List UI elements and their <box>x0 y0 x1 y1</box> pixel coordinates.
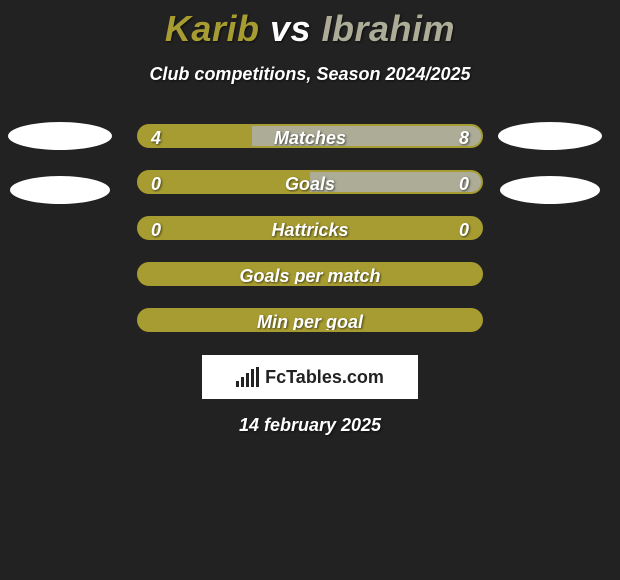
title-vs: vs <box>270 8 311 49</box>
team-badge-left <box>8 122 112 150</box>
stat-row: Hattricks0 0 <box>0 205 620 251</box>
stat-value-right: 0 <box>459 172 469 194</box>
team-badge-left <box>10 176 110 204</box>
stat-label: Goals per match <box>139 264 481 286</box>
team-badge-right <box>500 176 600 204</box>
page-title: Karib vs Ibrahim <box>0 0 620 50</box>
title-player-left: Karib <box>165 8 260 49</box>
stat-value-left: 4 <box>151 126 161 148</box>
stat-label: Min per goal <box>139 310 481 332</box>
stat-label: Goals <box>139 172 481 194</box>
source-logo: FcTables.com <box>202 355 418 399</box>
stat-bar: Goals per match <box>137 262 483 286</box>
comparison-infographic: Karib vs Ibrahim Club competitions, Seas… <box>0 0 620 580</box>
stat-value-right: 0 <box>459 218 469 240</box>
stat-bar: Matches4 8 <box>137 124 483 148</box>
stat-value-right: 8 <box>459 126 469 148</box>
stat-bar: Hattricks0 0 <box>137 216 483 240</box>
stat-label: Matches <box>139 126 481 148</box>
stat-value-left: 0 <box>151 218 161 240</box>
logo-text: FcTables.com <box>265 367 384 388</box>
logo-bars-icon <box>236 367 259 387</box>
team-badge-right <box>498 122 602 150</box>
title-player-right: Ibrahim <box>322 8 456 49</box>
stat-row: Goals per match <box>0 251 620 297</box>
stat-label: Hattricks <box>139 218 481 240</box>
stat-bar: Goals0 0 <box>137 170 483 194</box>
infographic-date: 14 february 2025 <box>0 415 620 436</box>
stat-value-left: 0 <box>151 172 161 194</box>
subtitle: Club competitions, Season 2024/2025 <box>0 64 620 85</box>
stat-row: Min per goal <box>0 297 620 343</box>
stat-bar: Min per goal <box>137 308 483 332</box>
